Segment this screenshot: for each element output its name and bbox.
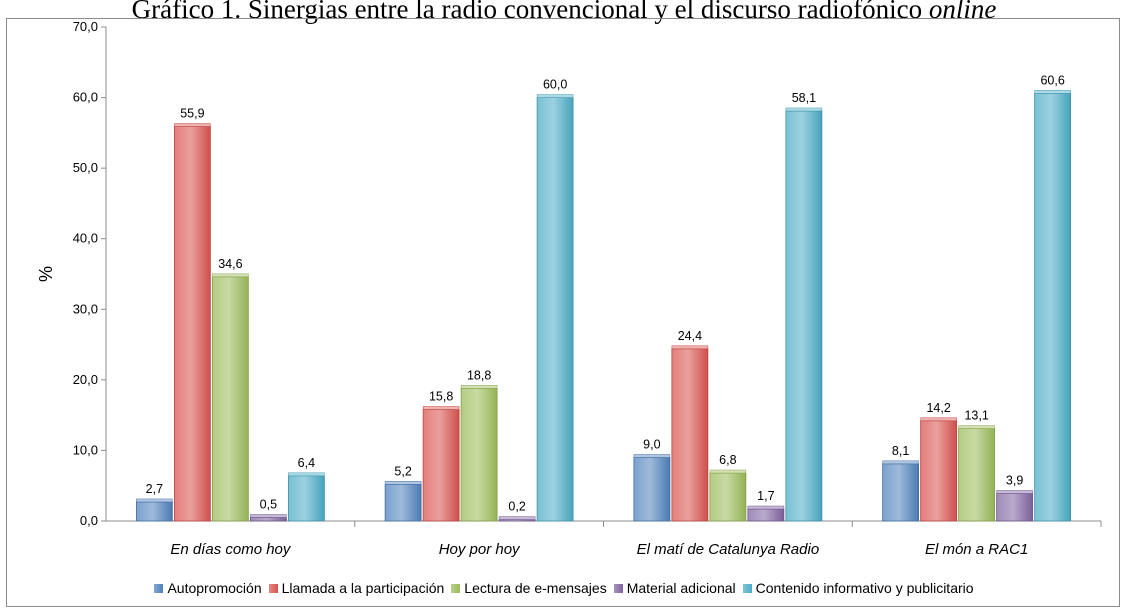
bar-cap: [136, 498, 173, 503]
bar-cap: [250, 514, 287, 518]
y-tick-label: 0,0: [80, 513, 98, 528]
bar: [671, 348, 709, 522]
bar-cap: [709, 469, 747, 474]
bar: [709, 472, 747, 522]
data-label: 14,2: [926, 401, 950, 415]
data-label: 1,7: [757, 489, 774, 503]
bar-cap: [498, 516, 536, 520]
chart-title-main: Gráfico 1. Sinergias entre la radio conv…: [131, 0, 923, 24]
chart-legend: Autopromoción Llamada a la participación L…: [0, 580, 1128, 596]
legend-item: Material adicional: [613, 580, 736, 596]
bar-cap: [958, 425, 995, 429]
data-label: 9,0: [643, 437, 660, 451]
legend-swatch: [613, 583, 623, 593]
y-tick-label: 40,0: [73, 231, 98, 246]
bar-cap: [882, 460, 919, 465]
bar-cap: [422, 406, 460, 410]
chart-title-italic: online: [928, 0, 997, 24]
data-label: 60,6: [1040, 73, 1064, 87]
chart-title: Gráfico 1. Sinergias entre la radio conv…: [0, 0, 1128, 25]
data-label: 5,2: [394, 464, 411, 478]
legend-label: Lectura de e-mensajes: [464, 580, 607, 596]
chart-frame: [6, 18, 1120, 607]
bar: [882, 463, 920, 522]
legend-item: Llamada a la participación: [268, 580, 445, 596]
data-label: 3,9: [1006, 473, 1023, 487]
bar: [211, 276, 249, 522]
data-label: 6,8: [719, 453, 736, 467]
legend-item: Lectura de e-mensajes: [451, 580, 607, 596]
bar-cap: [633, 454, 671, 458]
data-label: 6,4: [298, 456, 315, 470]
legend-item: Autopromoción: [154, 580, 262, 596]
bar: [384, 483, 422, 522]
bar-cap: [671, 345, 709, 350]
data-label: 2,7: [146, 482, 163, 496]
bar: [633, 457, 671, 522]
data-label: 58,1: [792, 91, 816, 105]
legend-label: Autopromoción: [167, 580, 262, 596]
legend-swatch: [451, 583, 461, 593]
legend-item: Contenido informativo y publicitario: [742, 580, 974, 596]
x-tick-label: Hoy por hoy: [439, 541, 521, 558]
data-label: 60,0: [543, 78, 567, 92]
bar: [1034, 92, 1072, 522]
x-tick-label: El món a RAC1: [925, 541, 1028, 558]
chart-axes: 0,0 10,0 20,0 30,0 40,0 50,0 60,0 70,0% En días …: [36, 19, 1102, 558]
bar: [422, 409, 460, 522]
bar-cap: [174, 123, 211, 127]
bar-cap: [536, 94, 574, 98]
legend-swatch: [268, 583, 278, 593]
legend-label: Llamada a la participación: [281, 580, 445, 596]
data-label: 18,8: [467, 368, 491, 382]
data-label: 24,4: [678, 329, 702, 343]
bar: [536, 97, 574, 522]
bar: [785, 110, 823, 522]
legend-swatch: [742, 583, 752, 593]
y-axis-label: %: [36, 266, 56, 282]
bar: [996, 493, 1034, 522]
y-tick-label: 70,0: [73, 19, 98, 34]
bar-cap: [747, 505, 785, 510]
data-label: 13,1: [964, 409, 988, 423]
data-label: 15,8: [429, 389, 453, 403]
y-tick-label: 30,0: [73, 301, 98, 316]
legend-label: Material adicional: [626, 580, 736, 596]
bar: [249, 517, 287, 522]
bar-cap: [212, 273, 249, 278]
bar-cap: [920, 417, 957, 422]
bar-cap: [460, 385, 498, 389]
bar-cap: [785, 107, 823, 112]
chart-data-labels: 2,7 55,9 34,6 0,5 6,4 5,2 15,8 18,8 0,2 60,0 9,0 24…: [146, 73, 1065, 513]
y-tick-label: 60,0: [73, 90, 98, 105]
bar: [173, 126, 211, 522]
y-tick-label: 10,0: [73, 442, 98, 457]
bar-cap: [384, 481, 422, 485]
data-label: 34,6: [218, 257, 242, 271]
bar-cap: [1034, 90, 1071, 94]
bar: [920, 420, 958, 522]
y-tick-label: 20,0: [73, 372, 98, 387]
legend-swatch: [154, 583, 164, 593]
data-label: 8,1: [892, 444, 909, 458]
bar: [747, 508, 785, 522]
bar: [460, 387, 498, 522]
y-tick-label: 50,0: [73, 160, 98, 175]
legend-label: Contenido informativo y publicitario: [755, 580, 974, 596]
data-label: 55,9: [180, 107, 204, 121]
x-tick-label: En días como hoy: [170, 541, 292, 558]
bar-cap: [996, 490, 1033, 494]
bar: [958, 428, 996, 522]
bar: [135, 501, 173, 522]
data-label: 0,2: [508, 500, 525, 514]
chart-bars: [135, 90, 1072, 522]
x-tick-label: El matí de Catalunya Radio: [637, 541, 820, 558]
bar-cap: [288, 472, 325, 477]
data-label: 0,5: [260, 497, 277, 511]
bar: [287, 475, 325, 522]
